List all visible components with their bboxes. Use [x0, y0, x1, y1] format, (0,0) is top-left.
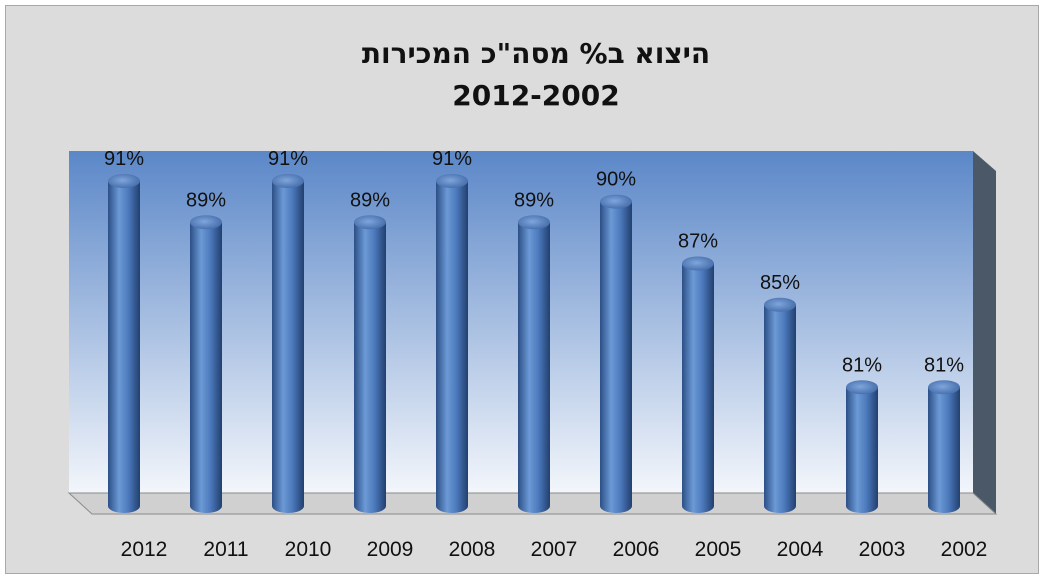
- bar-top: [518, 215, 550, 230]
- bar-top: [764, 297, 796, 312]
- bar-2010: 91% 2010: [268, 148, 331, 561]
- x-tick-label: 2008: [449, 538, 496, 561]
- data-label: 91%: [104, 148, 144, 170]
- x-tick-label: 2002: [941, 538, 988, 561]
- bar-body: [108, 181, 140, 513]
- bar-2002: 81% 2002: [924, 354, 987, 561]
- x-tick-label: 2010: [285, 538, 332, 561]
- x-tick-label: 2007: [531, 538, 578, 561]
- data-label: 89%: [514, 189, 554, 211]
- bar-top: [108, 174, 140, 188]
- bar-body: [518, 222, 550, 513]
- x-tick-label: 2005: [695, 538, 742, 561]
- bar-2003: 81% 2003: [842, 354, 905, 561]
- bar-top: [272, 174, 304, 188]
- bar-body: [272, 181, 304, 513]
- data-label: 81%: [924, 354, 964, 376]
- x-tick-label: 2004: [777, 538, 824, 561]
- bar-2006: 90% 2006: [596, 169, 659, 561]
- bar-top: [846, 380, 878, 395]
- bar-2007: 89% 2007: [514, 189, 577, 561]
- bar-body: [764, 304, 796, 513]
- bar-top: [354, 215, 386, 230]
- bar-body: [354, 222, 386, 513]
- bar-series: 91% 2012 89% 2011 91% 2010 89% 2009 91% 2008 89% 20…: [104, 148, 987, 561]
- chart-title: היצוא ב% מסה"כ המכירות: [362, 37, 710, 70]
- bar-top: [190, 215, 222, 230]
- x-tick-label: 2011: [203, 538, 248, 561]
- bar-2012: 91% 2012: [104, 148, 167, 561]
- data-label: 87%: [678, 231, 718, 253]
- data-label: 90%: [596, 169, 636, 191]
- bar-body: [190, 222, 222, 513]
- bar-top: [436, 174, 468, 188]
- x-tick-label: 2003: [859, 538, 906, 561]
- data-label: 89%: [186, 189, 226, 211]
- data-label: 89%: [350, 189, 390, 211]
- x-tick-label: 2009: [367, 538, 414, 561]
- plot-side-wall: [973, 151, 996, 514]
- bar-body: [682, 263, 714, 513]
- bar-body: [436, 181, 468, 513]
- bar-body: [928, 387, 960, 513]
- bar-2005: 87% 2005: [678, 231, 741, 562]
- bar-2008: 91% 2008: [432, 148, 495, 561]
- bar-2004: 85% 2004: [760, 272, 824, 561]
- bar-top: [928, 380, 960, 395]
- data-label: 85%: [760, 272, 800, 294]
- bar-top: [600, 194, 632, 209]
- chart-area: היצוא ב% מסה"כ המכירות 2012-2002 91% 2012…: [67, 37, 998, 561]
- data-label: 91%: [432, 148, 472, 170]
- bar-body: [846, 387, 878, 513]
- bar-body: [600, 201, 632, 513]
- data-label: 81%: [842, 354, 882, 376]
- x-tick-label: 2012: [121, 538, 168, 561]
- bar-top: [682, 256, 714, 271]
- chart-frame: היצוא ב% מסה"כ המכירות 2012-2002 91% 2012…: [5, 5, 1039, 574]
- x-tick-label: 2006: [613, 538, 660, 561]
- bar-2011: 89% 2011: [186, 189, 249, 561]
- data-label: 91%: [268, 148, 308, 170]
- chart-subtitle: 2012-2002: [452, 79, 619, 112]
- bar-2009: 89% 2009: [350, 189, 413, 561]
